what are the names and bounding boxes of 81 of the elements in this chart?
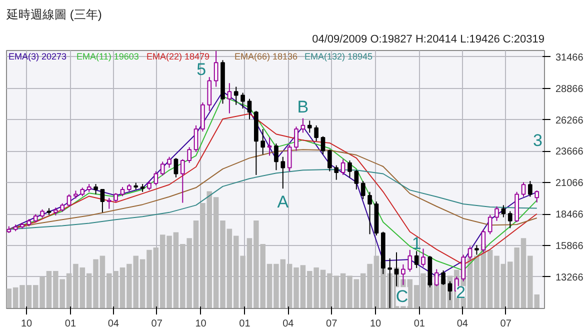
candlestick: [414, 250, 419, 269]
annotation: 1: [412, 234, 422, 254]
candlestick: [320, 136, 326, 155]
candlestick: [521, 182, 526, 198]
y-tick-label: 15866: [556, 240, 584, 252]
candlestick: [187, 146, 192, 164]
candlestick: [294, 126, 298, 152]
annotation: C: [396, 287, 408, 306]
chart-title: 延時週線圖 (三年): [6, 8, 102, 22]
x-tick-label: 10: [195, 318, 207, 329]
x-tick-label: 07: [151, 318, 163, 329]
candlestick: [307, 120, 312, 134]
candlestick: [408, 249, 412, 272]
candlestick: [501, 204, 506, 218]
annotation: 2: [456, 283, 466, 302]
x-tick-label: 07: [500, 318, 512, 329]
candlestick: [340, 158, 346, 176]
candlestick: [247, 98, 252, 120]
candlestick: [227, 82, 232, 114]
x-tick-label: 04: [456, 318, 468, 329]
candlestick: [167, 156, 172, 168]
annotation: 5: [196, 60, 206, 80]
candlestick: [508, 210, 512, 229]
candlestick: [474, 244, 479, 256]
candlestick: [314, 124, 318, 142]
x-tick-label: 01: [64, 318, 76, 329]
candlestick: [528, 180, 532, 198]
candlestick: [334, 164, 339, 180]
y-tick-label: 23666: [556, 146, 584, 158]
candlestick: [468, 246, 472, 260]
candlestick: [234, 86, 238, 106]
x-tick-label: 01: [239, 318, 251, 329]
annotation: B: [297, 97, 309, 116]
candlestick: [154, 170, 158, 186]
y-tick-label: 26266: [556, 115, 584, 126]
candlestick: [160, 161, 165, 176]
candlestick: [421, 248, 426, 268]
candlestick: [147, 180, 152, 191]
x-tick-label: 10: [370, 318, 382, 329]
chart-subtitle: 04/09/2009 O:19827 H:20414 L:19426 C:20319: [312, 34, 545, 46]
candlestick: [300, 118, 306, 134]
candlestick: [114, 192, 118, 203]
candlestick: [280, 156, 286, 190]
annotation: 3: [533, 130, 543, 150]
x-tick-label: 04: [282, 318, 294, 329]
candlestick: [360, 180, 366, 200]
candlestick: [174, 158, 178, 178]
candlestick: [534, 190, 540, 203]
text: EMA(66) 18136: [234, 52, 298, 62]
text: EMA(3) 20273: [8, 52, 67, 62]
candlestick: [106, 197, 112, 210]
candlestick: [274, 143, 278, 171]
candlestick: [194, 124, 198, 153]
y-tick-label: 31466: [556, 52, 584, 64]
x-tick-label: 10: [20, 318, 33, 329]
y-tick-label: 28866: [556, 84, 584, 95]
x-tick-label: 04: [108, 318, 120, 329]
text: EMA(22) 18479: [146, 52, 210, 62]
x-tick-label: 07: [326, 318, 338, 329]
candlestick: [180, 158, 185, 204]
candlestick: [354, 170, 359, 190]
text: EMA(11) 19603: [76, 52, 139, 62]
y-tick-label: 13266: [556, 272, 584, 284]
x-tick-label: 01: [414, 318, 426, 329]
candlestick: [94, 184, 98, 195]
text: EMA(132) 18945: [304, 52, 373, 62]
candlestick: [260, 128, 266, 155]
candlestick: [348, 160, 352, 178]
candlestick: [240, 92, 245, 110]
annotation: A: [277, 192, 290, 212]
candlestick: [100, 188, 105, 213]
candlestick: [488, 214, 492, 235]
candlestick: [66, 194, 72, 207]
y-tick-label: 21066: [556, 178, 584, 190]
y-tick-label: 18466: [556, 210, 584, 221]
candlestick: [494, 206, 499, 222]
candlestick: [368, 191, 372, 235]
candlestick: [120, 186, 125, 197]
candlestick: [267, 137, 272, 156]
candlestick: [328, 149, 332, 172]
candlestick: [287, 144, 292, 172]
